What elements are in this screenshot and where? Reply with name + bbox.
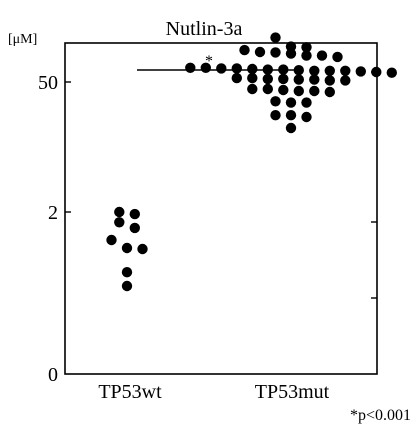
data-point-tp53mut — [247, 83, 258, 95]
data-point-tp53mut — [239, 44, 250, 56]
data-point-tp53mut — [309, 85, 320, 97]
data-point-tp53mut — [301, 42, 312, 53]
data-point-tp53wt — [114, 217, 125, 228]
data-point-tp53wt — [129, 222, 140, 234]
data-point-tp53mut — [324, 75, 335, 86]
data-point-tp53wt — [137, 243, 148, 255]
data-point-tp53mut — [285, 110, 297, 121]
data-point-tp53wt — [121, 242, 133, 254]
data-point-tp53wt — [121, 267, 133, 278]
data-point-tp53mut — [231, 72, 242, 84]
data-point-tp53mut — [285, 48, 297, 59]
data-point-tp53mut — [301, 50, 312, 61]
data-point-tp53mut — [285, 97, 297, 108]
data-points — [106, 32, 397, 292]
data-point-tp53mut — [270, 96, 281, 107]
data-point-tp53mut — [247, 63, 258, 75]
data-point-tp53wt — [121, 280, 133, 292]
data-point-tp53mut — [278, 73, 289, 85]
data-point-tp53mut — [262, 73, 273, 85]
data-point-tp53mut — [301, 97, 312, 108]
data-point-tp53mut — [332, 51, 343, 63]
data-point-tp53mut — [340, 75, 351, 86]
data-point-tp53mut — [324, 65, 335, 77]
data-point-tp53mut — [301, 111, 312, 123]
data-point-tp53mut — [262, 83, 273, 95]
data-point-tp53mut — [293, 85, 304, 97]
data-point-tp53mut — [254, 46, 266, 58]
data-point-tp53mut — [309, 65, 320, 77]
data-point-tp53mut — [278, 84, 289, 96]
data-point-tp53mut — [270, 32, 281, 43]
x-label-tp53wt: TP53wt — [98, 381, 162, 403]
data-point-tp53mut — [309, 74, 320, 85]
data-point-tp53mut — [200, 62, 211, 73]
data-point-tp53mut — [247, 72, 258, 84]
data-point-tp53mut — [262, 64, 273, 75]
data-point-tp53mut — [293, 65, 304, 76]
data-point-tp53wt — [106, 234, 117, 246]
y-axis-unit-label: [μM] — [8, 32, 37, 47]
data-point-tp53mut — [231, 63, 242, 74]
data-point-tp53mut — [270, 47, 281, 58]
data-point-tp53mut — [386, 67, 397, 78]
x-label-tp53mut: TP53mut — [255, 381, 330, 403]
data-point-tp53mut — [324, 86, 335, 98]
data-point-tp53wt — [129, 208, 140, 220]
data-point-tp53mut — [316, 50, 328, 61]
data-point-tp53mut — [340, 65, 351, 77]
data-point-tp53wt — [114, 206, 125, 218]
data-point-tp53mut — [285, 122, 297, 134]
plot-frame — [64, 42, 378, 375]
data-point-tp53mut — [355, 66, 366, 77]
data-point-tp53mut — [270, 110, 281, 121]
y-tick-label-50: 50 — [38, 72, 58, 94]
y-tick-label-2: 2 — [48, 202, 58, 224]
p-value-note: *p<0.001 — [350, 407, 411, 424]
data-point-tp53mut — [216, 63, 227, 74]
y-tick-label-0: 0 — [48, 364, 58, 386]
data-point-tp53mut — [371, 66, 382, 78]
data-point-tp53mut — [278, 64, 289, 75]
data-point-tp53mut — [293, 74, 304, 85]
data-point-tp53mut — [185, 62, 196, 73]
chart-title: Nutlin-3a — [166, 18, 243, 40]
significance-star: * — [205, 53, 213, 70]
